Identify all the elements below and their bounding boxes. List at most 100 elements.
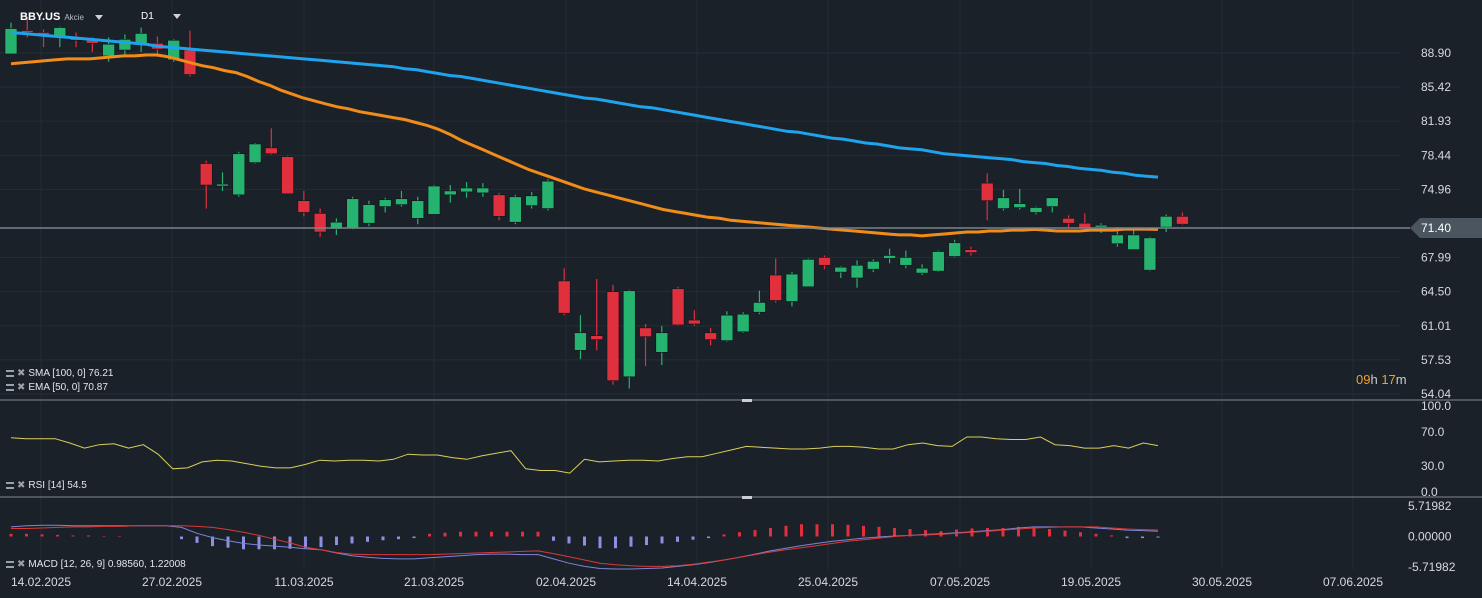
current-price-tag[interactable]: 71.40 (1410, 218, 1482, 238)
rsi-panel-drag-handle[interactable] (742, 399, 752, 402)
candle-up (834, 266, 848, 273)
price-axis: 88.90 85.42 81.93 78.44 74.96 67.99 64.50 61.01… (1421, 46, 1451, 401)
candle-up (378, 199, 392, 207)
timeframe-label: D1 (141, 11, 154, 22)
macd-histogram-bar (831, 524, 834, 537)
candle-up (346, 198, 359, 229)
macd-histogram-bar (25, 533, 28, 537)
settings-icon[interactable] (6, 369, 14, 377)
macd-histogram-bar (645, 536, 648, 546)
candle-up (118, 39, 132, 51)
price-tick-label: 64.50 (1421, 285, 1451, 299)
instrument-type: Akcie (64, 13, 84, 22)
candle-up (1045, 197, 1059, 207)
price-tick-label: 85.42 (1421, 80, 1451, 94)
symbol-selector[interactable]: BBY.US Akcie (20, 11, 103, 23)
macd-histogram-bar (1063, 530, 1067, 537)
legend-rsi[interactable]: ✖ RSI [14] 54.5 (6, 480, 87, 491)
legend-macd[interactable]: ✖ MACD [12, 26, 9] 0.98560, 1.22008 (6, 559, 186, 570)
candle-up (753, 302, 766, 313)
candle-up (476, 187, 490, 194)
settings-icon[interactable] (6, 560, 14, 568)
settings-icon[interactable] (6, 481, 14, 489)
macd-histogram-bar (56, 534, 59, 537)
candle-up (525, 195, 538, 206)
macd-histogram-bar (536, 531, 540, 537)
legend-macd-label: MACD [12, 26, 9] 0.98560, 1.22008 (28, 559, 186, 570)
close-icon[interactable]: ✖ (17, 559, 26, 570)
candle-up (867, 261, 880, 270)
sma-100-line (10, 31, 1159, 179)
candle-down (265, 147, 278, 155)
date-tick-label: 14.04.2025 (667, 575, 727, 589)
candle-down (769, 274, 782, 301)
macd-histogram-bar (9, 533, 13, 537)
candle-down (704, 332, 717, 340)
candle-up (102, 43, 115, 57)
candle-up (427, 185, 441, 215)
candle-up (1013, 203, 1027, 208)
candle-up (411, 200, 425, 219)
candle-down (818, 257, 831, 266)
macd-histogram-bar (893, 527, 896, 537)
candle-up (167, 39, 180, 61)
macd-histogram-bar (505, 531, 509, 537)
macd-histogram-bar (381, 536, 385, 541)
date-tick-label: 30.05.2025 (1192, 575, 1252, 589)
current-price-tag-background (1410, 218, 1482, 238)
macd-histogram-bar (815, 524, 819, 537)
macd-histogram-bar (738, 532, 741, 537)
close-icon[interactable]: ✖ (17, 382, 26, 393)
candlestick-series (4, 17, 1189, 389)
candle-up (330, 221, 343, 230)
candle-down (281, 156, 294, 195)
close-icon[interactable]: ✖ (17, 368, 26, 379)
macd-histogram-bar (567, 536, 571, 544)
candle-up (1111, 234, 1124, 245)
grid-lines (0, 52, 1400, 395)
macd-histogram-bar (660, 536, 664, 544)
candle-down (557, 280, 571, 314)
price-tick-label: 81.93 (1421, 114, 1451, 128)
rsi-tick-label: 30.0 (1421, 459, 1445, 473)
legend-sma[interactable]: ✖ SMA [100, 0] 76.21 (6, 368, 113, 379)
candle-up (1029, 207, 1043, 213)
current-price-value: 71.40 (1421, 221, 1451, 235)
candle-countdown: 09h 17m (1356, 372, 1407, 387)
price-tick-label: 67.99 (1421, 251, 1451, 265)
macd-histogram-bar (1079, 532, 1082, 537)
date-tick-label: 19.05.2025 (1061, 575, 1121, 589)
timeframe-selector[interactable]: D1 (141, 11, 181, 22)
rsi-axis: 100.0 70.0 30.0 0.0 (1421, 399, 1451, 499)
macd-histogram-bar (257, 536, 261, 550)
candle-up (460, 187, 473, 193)
macd-histogram-bar (180, 536, 183, 540)
close-icon[interactable]: ✖ (17, 480, 26, 491)
date-tick-label: 21.03.2025 (404, 575, 464, 589)
date-tick-label: 25.04.2025 (798, 575, 858, 589)
settings-icon[interactable] (6, 383, 14, 391)
countdown-m: m (1395, 372, 1407, 387)
macd-histogram-bar (71, 535, 75, 537)
candle-down (492, 194, 506, 217)
price-tick-label: 57.53 (1421, 353, 1451, 367)
macd-histogram-bar (1156, 536, 1160, 538)
candle-down (980, 182, 994, 202)
macd-histogram-bar (1017, 526, 1020, 537)
legend-ema[interactable]: ✖ EMA [50, 0] 70.87 (6, 382, 108, 393)
macd-histogram-bar (459, 531, 462, 537)
candle-up (362, 204, 376, 224)
macd-histogram-bar (350, 536, 354, 544)
macd-histogram-bar (1110, 535, 1113, 537)
candle-up (622, 290, 636, 378)
candle-up (509, 196, 522, 223)
date-tick-label: 07.05.2025 (930, 575, 990, 589)
candle-up (216, 183, 229, 187)
candle-up (1159, 216, 1173, 228)
macd-panel-drag-handle[interactable] (742, 496, 752, 499)
candle-up (997, 197, 1010, 209)
macd-histogram-bar (1094, 533, 1098, 537)
legend-ema-label: EMA [50, 0] 70.87 (28, 382, 108, 393)
candle-down (297, 200, 311, 213)
